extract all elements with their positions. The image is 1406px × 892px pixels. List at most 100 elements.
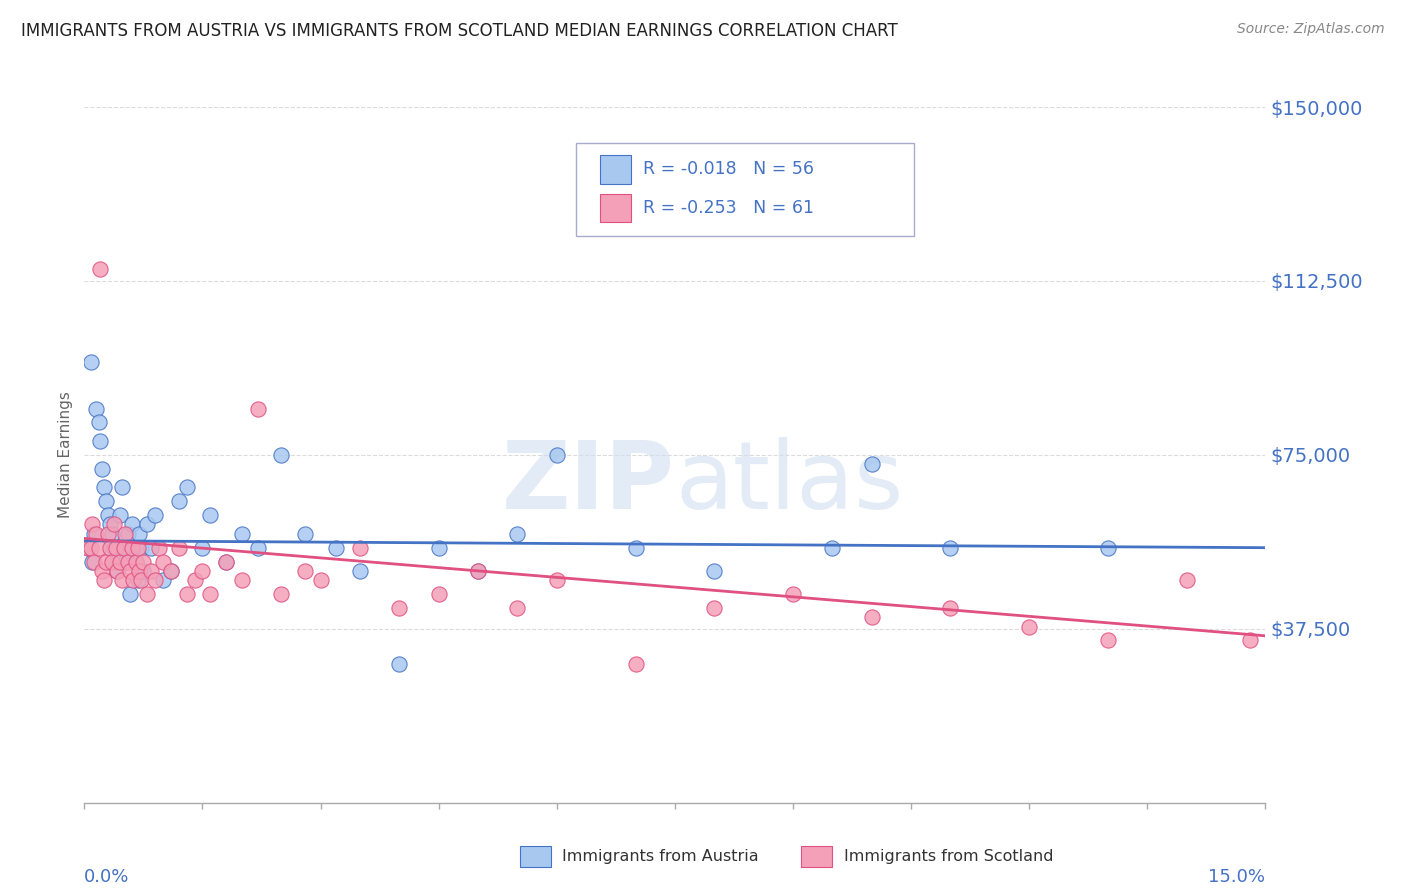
Point [97, 508, 120, 523]
Point [124, 555, 146, 569]
Point [118, 564, 141, 578]
Point [152, 555, 174, 569]
Point [103, 541, 125, 555]
Point [118, 587, 141, 601]
Point [122, 541, 145, 555]
Point [294, 526, 316, 541]
Text: ZIP: ZIP [502, 437, 675, 529]
Point [84, 401, 107, 416]
Point [90, 564, 112, 578]
Point [127, 573, 149, 587]
Point [1097, 541, 1119, 555]
Point [215, 555, 238, 569]
Point [624, 541, 647, 555]
Point [98, 517, 121, 532]
Point [143, 573, 166, 587]
Point [117, 555, 139, 569]
Point [121, 517, 143, 532]
Point [128, 564, 150, 578]
Point [860, 610, 883, 624]
Point [703, 564, 725, 578]
Point [87, 541, 110, 555]
Point [83, 526, 105, 541]
Point [388, 601, 411, 615]
Point [1239, 633, 1261, 648]
Point [111, 573, 134, 587]
Point [231, 526, 253, 541]
Point [167, 494, 190, 508]
Point [132, 564, 155, 578]
Point [506, 601, 529, 615]
Point [87, 416, 110, 430]
Point [93, 573, 115, 587]
Point [782, 587, 804, 601]
Point [96, 555, 118, 569]
Point [89, 434, 111, 448]
Point [93, 480, 115, 494]
Point [1097, 633, 1119, 648]
Point [200, 508, 222, 523]
Point [191, 541, 214, 555]
Point [128, 526, 150, 541]
Point [215, 555, 238, 569]
Point [546, 573, 568, 587]
Point [388, 657, 411, 671]
Point [427, 541, 450, 555]
Point [152, 573, 174, 587]
Point [97, 526, 120, 541]
Point [79, 355, 101, 369]
Point [325, 541, 347, 555]
Text: atlas: atlas [675, 437, 903, 529]
Point [270, 587, 292, 601]
Point [860, 457, 883, 471]
Point [546, 448, 568, 462]
Point [294, 564, 316, 578]
Point [77, 541, 100, 555]
Point [427, 587, 450, 601]
Point [79, 541, 101, 555]
Point [104, 555, 127, 569]
Point [112, 541, 135, 555]
Point [107, 564, 129, 578]
Point [112, 541, 135, 555]
Point [246, 401, 269, 416]
Point [200, 587, 222, 601]
Text: IMMIGRANTS FROM AUSTRIA VS IMMIGRANTS FROM SCOTLAND MEDIAN EARNINGS CORRELATION : IMMIGRANTS FROM AUSTRIA VS IMMIGRANTS FR… [21, 22, 898, 40]
Point [349, 541, 371, 555]
Y-axis label: Median Earnings: Median Earnings [58, 392, 73, 518]
Point [821, 541, 844, 555]
Point [107, 564, 129, 578]
Text: 0.0%: 0.0% [84, 868, 129, 886]
Point [939, 601, 962, 615]
Point [136, 517, 159, 532]
Point [82, 517, 104, 532]
Point [176, 480, 198, 494]
Text: 15.0%: 15.0% [1208, 868, 1265, 886]
Point [1175, 573, 1198, 587]
Text: R = -0.018   N = 56: R = -0.018 N = 56 [643, 161, 814, 178]
Point [129, 541, 152, 555]
Point [148, 541, 170, 555]
Point [506, 526, 529, 541]
Point [96, 494, 118, 508]
Point [122, 573, 145, 587]
Point [1018, 619, 1040, 633]
Point [111, 480, 134, 494]
Point [309, 573, 332, 587]
Point [132, 555, 155, 569]
Point [84, 526, 107, 541]
Text: Immigrants from Scotland: Immigrants from Scotland [844, 849, 1053, 863]
Point [83, 555, 105, 569]
Point [77, 541, 100, 555]
Point [141, 564, 163, 578]
Point [104, 541, 127, 555]
Point [160, 564, 183, 578]
Point [703, 601, 725, 615]
Point [167, 541, 190, 555]
Point [231, 573, 253, 587]
Point [270, 448, 292, 462]
Point [114, 555, 136, 569]
Point [467, 564, 489, 578]
Point [160, 564, 183, 578]
Point [103, 517, 125, 532]
